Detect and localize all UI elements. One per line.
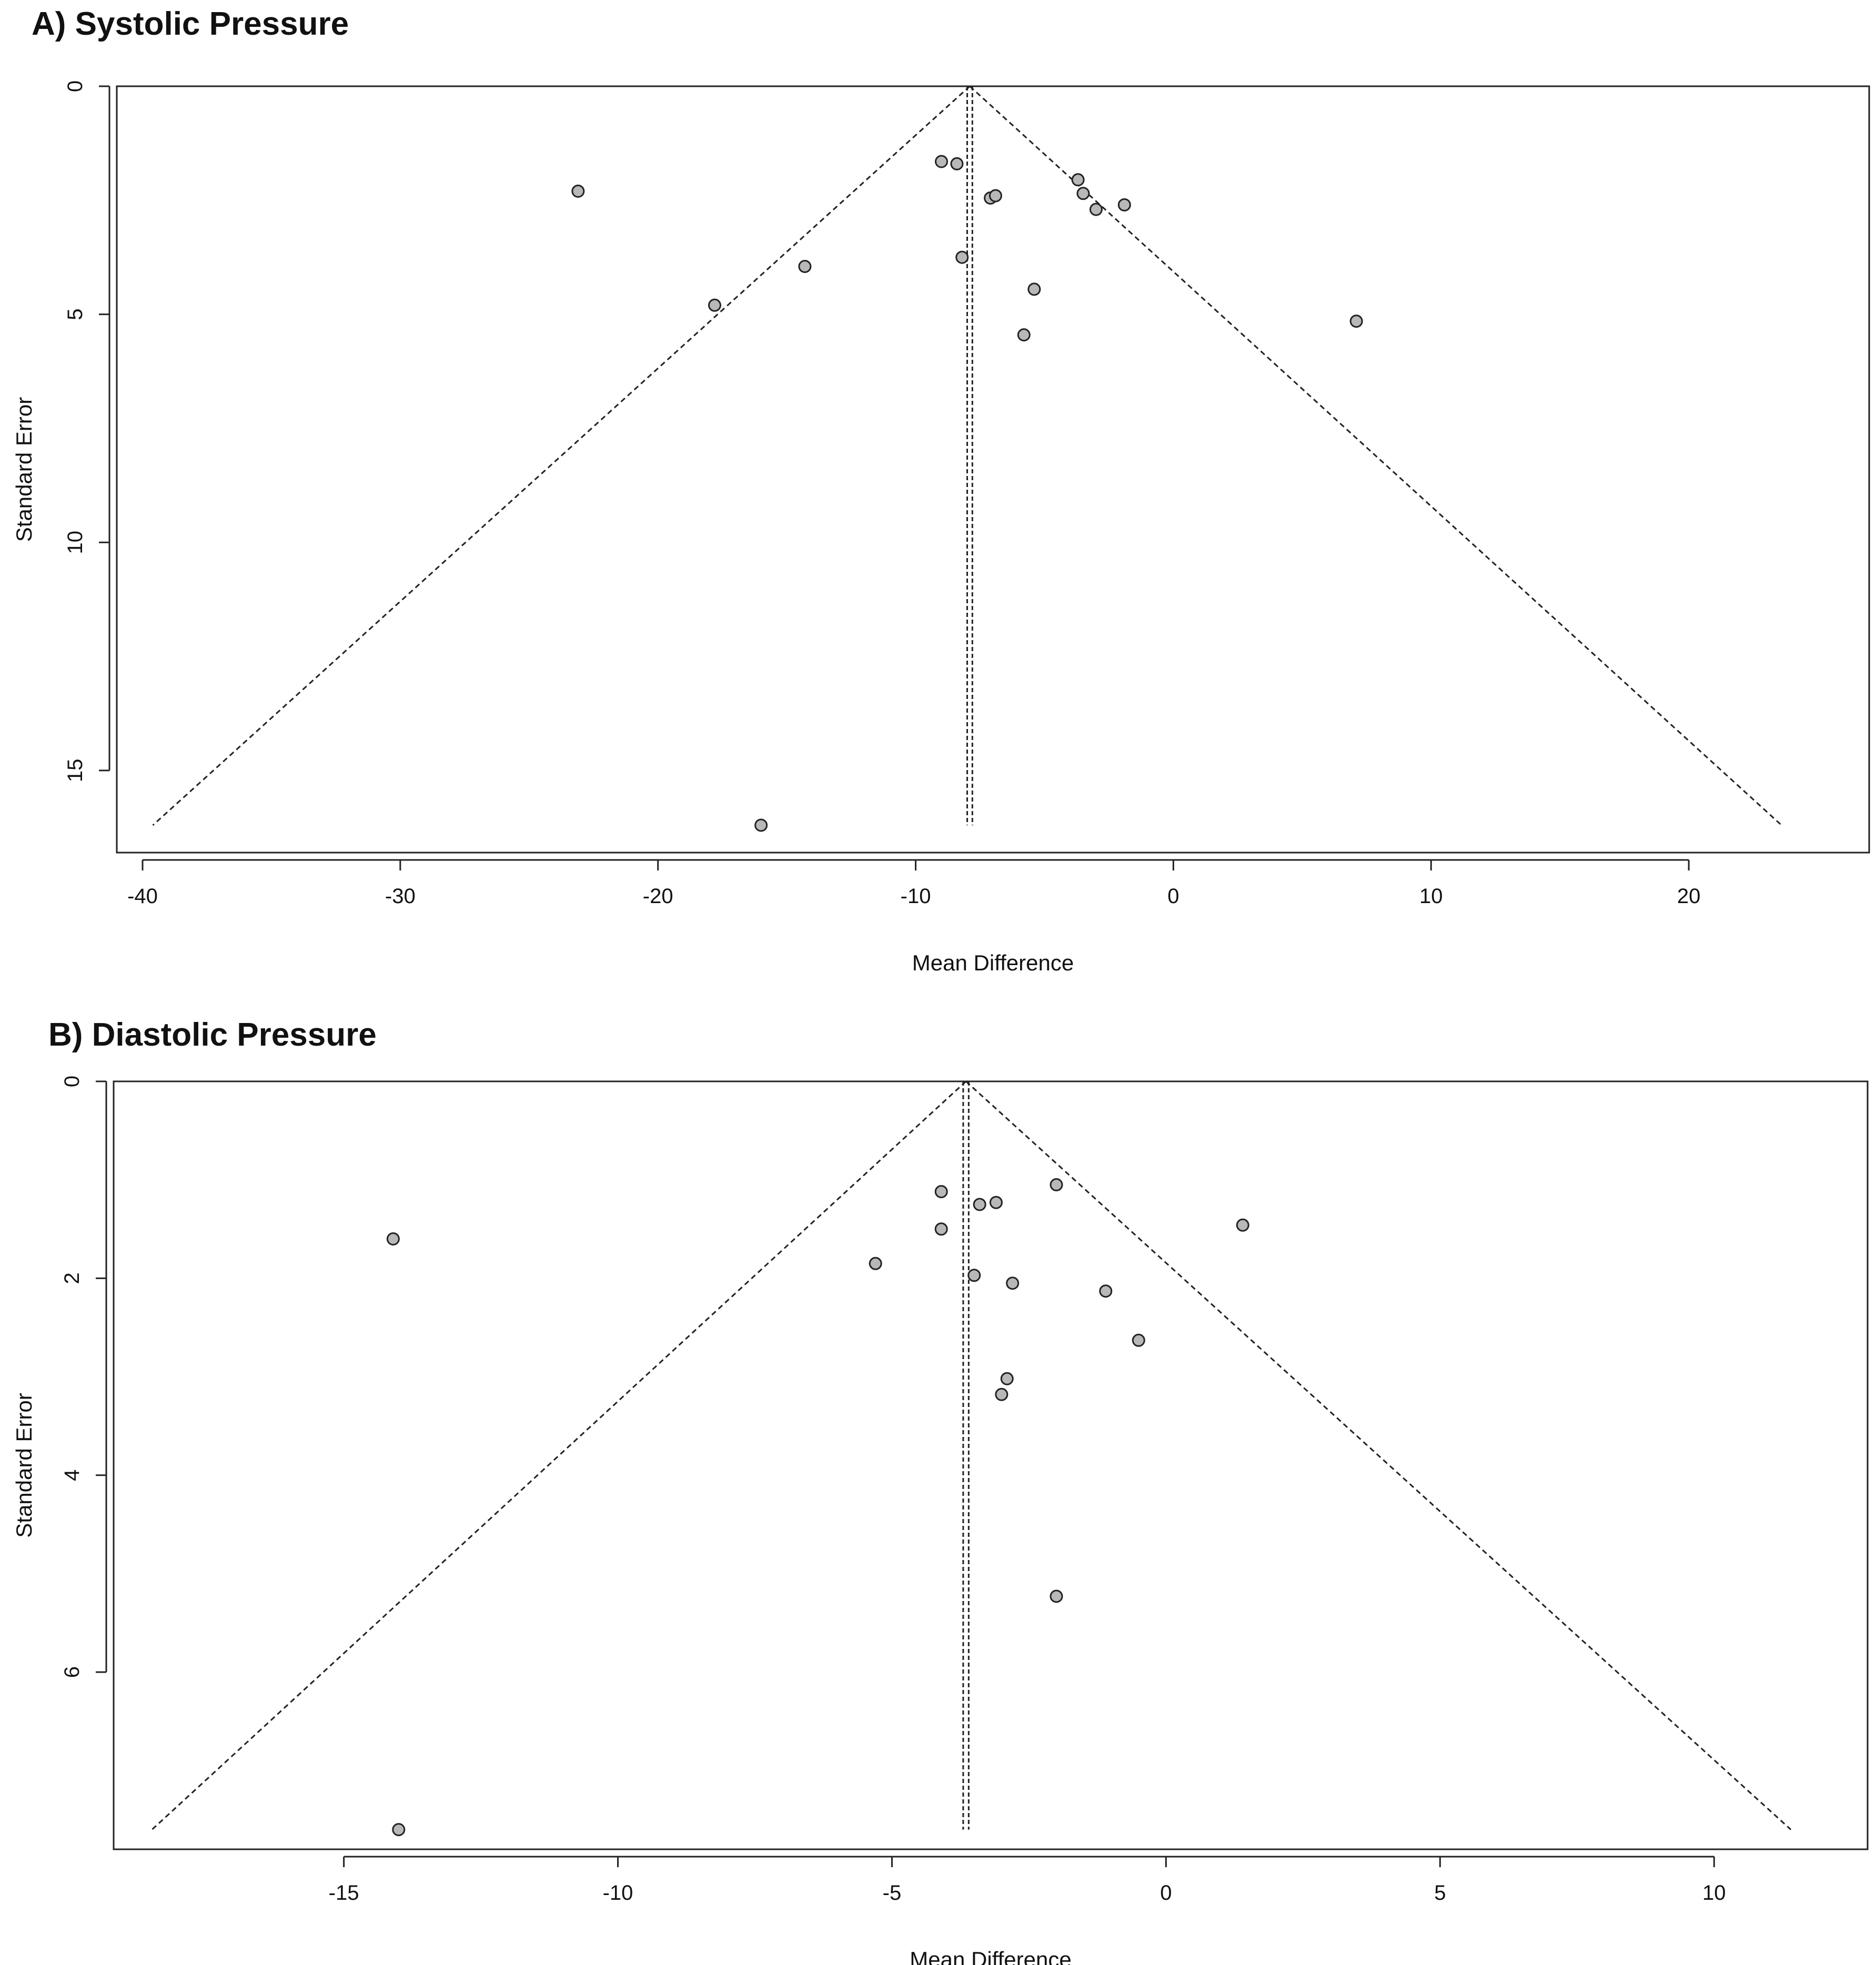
- y-tick-label: 5: [64, 309, 87, 320]
- diastolic-panel: B) Diastolic Pressure -15 -10 -5 0 5 10 Mean D…: [0, 994, 1876, 1965]
- y-tick-label: 10: [64, 531, 87, 554]
- y-tick-label: 0: [64, 80, 87, 92]
- study-point: [1006, 1277, 1020, 1290]
- study-point: [973, 1198, 986, 1211]
- y-axis-label: Standard Error: [12, 1393, 36, 1537]
- study-point: [386, 1232, 400, 1245]
- funnel-right-line: [969, 85, 1782, 826]
- y-axis-label: Standard Error: [12, 397, 36, 542]
- diastolic-funnel-plot: -15 -10 -5 0 5 10 Mean Difference 0 2 4 6 Standard …: [12, 1076, 1869, 1965]
- x-axis-label: Mean Difference: [910, 1947, 1071, 1965]
- y-tick-label: 0: [60, 1076, 84, 1087]
- study-point: [1000, 1372, 1014, 1385]
- study-point: [869, 1257, 882, 1270]
- x-tick-label: -30: [385, 885, 416, 908]
- x-tick-label: 10: [1702, 1881, 1726, 1905]
- panel-title: A) Systolic Pressure: [32, 6, 349, 42]
- x-tick-label: -20: [643, 885, 673, 908]
- study-point: [995, 1387, 1008, 1401]
- study-point: [1132, 1333, 1145, 1347]
- study-point: [1236, 1218, 1249, 1232]
- y-tick-label: 4: [60, 1470, 84, 1481]
- study-point: [708, 298, 721, 312]
- systolic-funnel-plot: -40 -30 -20 -10 0 10 20 Mean Difference 0 5 10 15 St…: [12, 80, 1870, 975]
- study-point: [955, 250, 969, 264]
- study-point: [1050, 1589, 1063, 1603]
- study-point: [571, 184, 585, 198]
- study-point: [1071, 173, 1085, 187]
- study-point: [950, 157, 964, 170]
- x-tick-label: -40: [127, 885, 158, 908]
- x-tick-label: -5: [883, 1881, 902, 1905]
- study-point: [1076, 187, 1090, 200]
- x-tick-label: 0: [1167, 885, 1179, 908]
- funnel-left-line: [151, 1080, 967, 1830]
- study-point: [1017, 328, 1031, 342]
- x-tick-label: -15: [329, 1881, 359, 1905]
- study-point: [1050, 1178, 1063, 1192]
- x-axis-label: Mean Difference: [912, 950, 1074, 975]
- x-tick-label: 5: [1434, 1881, 1446, 1905]
- x-tick-label: 10: [1419, 885, 1443, 908]
- x-tick-label: 0: [1160, 1881, 1172, 1905]
- study-point: [1117, 198, 1131, 211]
- study-point: [989, 1196, 1003, 1209]
- study-point: [392, 1823, 406, 1837]
- systolic-panel: A) Systolic Pressure -40 -30 -20 -10 0 10 20 Me…: [12, 6, 1870, 975]
- study-point: [934, 1185, 948, 1199]
- y-tick-label: 15: [64, 759, 87, 783]
- study-point: [989, 189, 1002, 202]
- x-tick-label: -10: [603, 1881, 633, 1905]
- study-point: [934, 1222, 948, 1236]
- study-point: [754, 818, 768, 832]
- x-tick-label: 20: [1677, 885, 1701, 908]
- study-point: [967, 1269, 981, 1282]
- plot-frame: [116, 85, 1870, 854]
- study-point: [1349, 315, 1363, 328]
- study-point: [1089, 202, 1103, 216]
- funnel-left-line: [152, 85, 971, 826]
- panel-title: B) Diastolic Pressure: [48, 1017, 377, 1053]
- study-point: [798, 260, 812, 274]
- y-tick-label: 2: [60, 1272, 84, 1284]
- study-point: [1099, 1284, 1113, 1298]
- plot-frame: [113, 1080, 1869, 1850]
- funnel-right-line: [965, 1080, 1792, 1830]
- study-point: [1027, 282, 1041, 296]
- x-tick-label: -10: [901, 885, 931, 908]
- y-tick-label: 6: [60, 1666, 84, 1678]
- study-point: [935, 155, 949, 168]
